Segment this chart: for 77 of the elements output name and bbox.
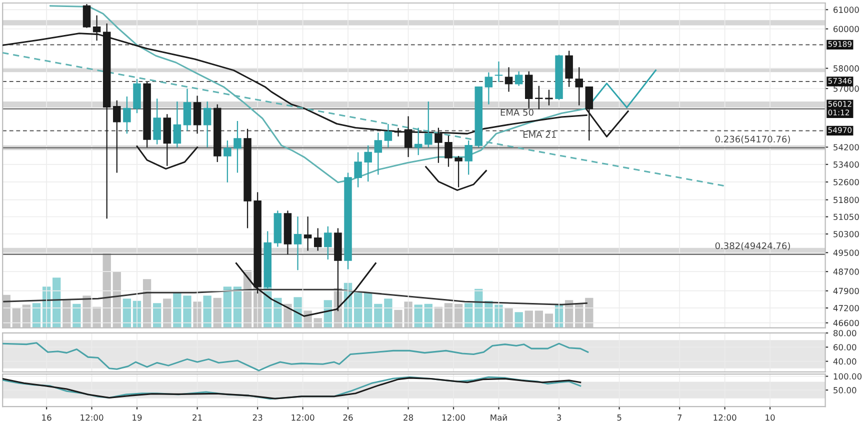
- y-tick-label: 58000: [834, 65, 859, 72]
- y-tick-label: 51050: [834, 214, 859, 220]
- candlestick: [354, 152, 362, 188]
- candlestick: [484, 72, 493, 105]
- y-tick-label: 48700: [833, 268, 859, 275]
- candlestick: [575, 66, 583, 106]
- x-tick-label: 28: [404, 414, 414, 421]
- bar: [354, 292, 362, 328]
- candlestick: [494, 60, 503, 83]
- candlestick: [364, 144, 372, 182]
- candlestick: [514, 70, 523, 86]
- candlestick: [314, 228, 322, 252]
- candlestick: [294, 216, 302, 271]
- candlestick: [464, 140, 472, 176]
- x-tick-label: 7: [678, 414, 682, 421]
- y-tick-label: 50.00: [834, 387, 856, 394]
- candlestick: [374, 132, 382, 176]
- x-tick-label: 21: [192, 414, 202, 421]
- candlestick: [525, 70, 533, 109]
- x-tick-label: 16: [42, 414, 52, 421]
- x-tick-label: 12:00: [714, 414, 736, 421]
- candlestick: [113, 100, 121, 174]
- x-tick-label: 5: [617, 414, 622, 421]
- candlestick: [545, 89, 553, 106]
- candlestick: [123, 96, 131, 134]
- annotation: EMA 21: [523, 131, 556, 138]
- x-tick-label: 3: [557, 414, 562, 421]
- y-tick-label: 53400: [834, 161, 859, 168]
- candlestick: [193, 95, 202, 134]
- annotation: 0.236(54170.76): [715, 136, 790, 144]
- y-tick-label: 49500: [833, 250, 859, 256]
- bar: [384, 298, 392, 328]
- candlestick: [384, 123, 392, 148]
- candlestick: [224, 140, 232, 183]
- candlestick: [324, 226, 332, 260]
- candlestick: [504, 66, 513, 92]
- candlestick: [444, 135, 452, 168]
- candlestick: [183, 88, 192, 132]
- annotation: EMA 50: [500, 108, 534, 116]
- annotation: 0.382(49424.76): [715, 242, 790, 250]
- candlestick: [565, 50, 573, 88]
- candlestick: [535, 85, 543, 110]
- x-tick-label: 10: [766, 414, 775, 421]
- y-tick-label: 60000: [834, 26, 859, 32]
- y-tick-label: 46600: [833, 320, 859, 326]
- y-tick-label: 54200: [834, 144, 859, 150]
- y-tick-label: 40.00: [833, 358, 856, 365]
- candlestick: [82, 3, 91, 28]
- y-tick-label: 61000: [834, 6, 859, 13]
- x-tick-label: 19: [132, 414, 142, 421]
- candlestick: [153, 98, 161, 145]
- candlestick: [304, 216, 312, 252]
- candlestick: [424, 100, 432, 148]
- x-tick-label: 12:00: [80, 414, 104, 421]
- bar: [274, 298, 282, 328]
- y-tick-label: 47900: [833, 288, 859, 294]
- y-tick-label: 80.00: [834, 330, 856, 336]
- y-tick-label: 60.00: [834, 344, 856, 350]
- y-tick-label: 52600: [834, 178, 859, 186]
- x-tick-label: 12:00: [292, 414, 314, 421]
- x-tick-label: 23: [252, 414, 262, 421]
- candlestick: [234, 120, 242, 174]
- y-tick-label: 51800: [834, 196, 859, 204]
- bar: [122, 298, 132, 328]
- bar: [72, 304, 81, 328]
- bar: [203, 296, 212, 328]
- y-tick-label: 50300: [834, 230, 859, 238]
- x-tick-label: 26: [343, 414, 353, 421]
- candlestick: [414, 127, 422, 156]
- x-tick-label: Май: [490, 414, 507, 421]
- bar: [294, 297, 302, 328]
- y-tick-label: 100.00: [834, 373, 862, 380]
- y-tick-label: 47200: [833, 304, 859, 312]
- candlestick: [203, 100, 212, 148]
- x-tick-label: 12:00: [442, 414, 465, 421]
- candlestick: [173, 100, 182, 148]
- bar: [514, 312, 523, 328]
